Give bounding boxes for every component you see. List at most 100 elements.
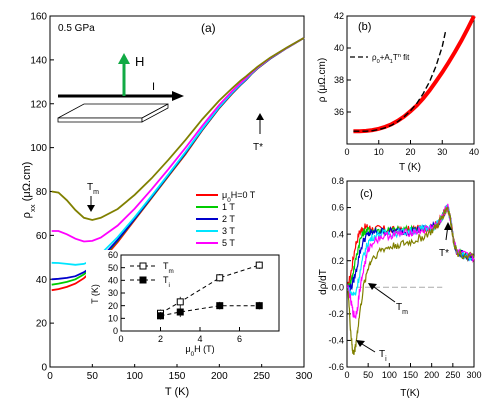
y-tick-label: 20: [36, 319, 48, 330]
y-tick-label: 0: [113, 326, 118, 336]
y-tick-label: -0.6: [328, 362, 344, 372]
y-axis-label-b: ρ (μΩ.cm): [317, 58, 328, 102]
y-tick-label: 120: [30, 99, 47, 110]
inset-y-label: T (K): [90, 284, 100, 304]
tm-label: Tm: [87, 182, 99, 196]
y-tick-label: 0.4: [331, 229, 344, 239]
x-tick-label: 6: [237, 334, 242, 344]
inset-marker-1: [176, 308, 184, 316]
plot-frame: [346, 15, 475, 145]
y-tick-label: 36: [334, 107, 344, 117]
series-line-data: [353, 15, 476, 134]
sample-slab-front: [57, 117, 143, 123]
panel-c: 0 50 100 150 200 250 300 -0.6 -0.4 -0.2 0.0 0.2 0.4 0…: [318, 176, 482, 399]
x-tick-label: 20: [405, 147, 415, 157]
panel-label-c: (c): [360, 188, 373, 200]
panel-b: 0 10 20 30 40 36 38 40 42 T (K) ρ (μΩ.cm) (b) ρ0+A1T…: [317, 11, 479, 173]
y-tick-label: 100: [30, 143, 47, 154]
y-tick-label: 20: [108, 301, 118, 311]
y-tick-label: 40: [108, 275, 118, 285]
series-line-c-5-T: [347, 203, 475, 319]
inset-marker-0: [176, 298, 184, 306]
panel-label-b: (b): [358, 21, 371, 33]
x-axis-label-c: T(K): [400, 388, 419, 399]
x-tick-label: 0: [344, 147, 349, 157]
inset-x-label: μ0H (T): [185, 344, 214, 358]
y-tick-label: 10: [108, 313, 118, 323]
y-tick-label: 0.6: [331, 203, 344, 213]
legend-label-0: μ0H=0 T: [222, 190, 256, 204]
x-tick-label: 200: [424, 370, 439, 380]
field-arrow-head: [118, 53, 130, 64]
tstar-label: T*: [253, 142, 263, 153]
y-tick-label: 30: [108, 288, 118, 298]
sample-slab-side: [141, 103, 169, 123]
x-tick-label: 300: [466, 370, 481, 380]
x-tick-label: 0: [47, 371, 53, 382]
x-tick-label: 50: [87, 371, 99, 382]
y-tick-label: -0.2: [328, 309, 344, 319]
fit-legend-label: ρ0+A1Tn fit: [372, 53, 410, 65]
inset-line-0: [160, 264, 260, 314]
y-tick-label: 40: [36, 275, 48, 286]
y-tick-label: 40: [334, 43, 344, 53]
x-tick-label: 200: [211, 371, 228, 382]
x-tick-label: 100: [382, 370, 397, 380]
y-tick-label: 80: [36, 187, 48, 198]
ti-c-label: Ti: [379, 349, 387, 363]
tstar-c-arrow-head: [444, 222, 452, 230]
x-tick-label: 300: [296, 371, 313, 382]
y-tick-label: 160: [30, 12, 47, 23]
x-tick-label: 30: [437, 147, 447, 157]
tstar-c-label: T*: [439, 248, 449, 259]
tm-arrow-head: [87, 205, 95, 212]
current-arrow-head: [172, 91, 184, 101]
pressure-label: 0.5 GPa: [58, 23, 95, 34]
y-tick-label: -0.4: [328, 336, 344, 346]
tstar-arrow-head: [256, 113, 264, 120]
legend-label-3: 3 T: [222, 226, 235, 236]
x-tick-label: 250: [253, 371, 270, 382]
x-tick-label: 150: [169, 371, 186, 382]
y-tick-label: 42: [334, 11, 344, 21]
ti-c-arrow-line: [361, 343, 376, 353]
legend-label-1: 1 T: [222, 202, 235, 212]
inset-marker-1: [157, 312, 164, 320]
y-tick-label: 0.2: [331, 256, 344, 266]
inset-legend-marker-1: [139, 276, 147, 284]
legend-label-2: 2 T: [222, 214, 235, 224]
x-tick-label: 4: [197, 334, 202, 344]
inset-legend-label-0: Tm: [163, 261, 174, 275]
legend-label-4: 5 T: [222, 238, 235, 248]
inset-legend-label-1: Ti: [163, 275, 170, 289]
y-tick-label: 50: [108, 263, 118, 273]
y-axis-label: ρxx (μΩ.cm): [21, 162, 37, 219]
series-line-7-T: [51, 37, 305, 221]
x-tick-label: 2: [158, 334, 163, 344]
series-line-c-7-T: [347, 205, 475, 355]
y-axis-label-c: dρ/dT: [318, 269, 329, 295]
x-tick-label: 50: [363, 370, 373, 380]
current-label: I: [152, 81, 155, 93]
ti-c-arrow-head: [356, 340, 365, 347]
field-label: H: [135, 54, 144, 69]
y-tick-label: 60: [108, 250, 118, 260]
series-line-fit: [353, 31, 447, 132]
y-tick-label: 38: [334, 75, 344, 85]
x-axis-label: T (K): [165, 386, 189, 398]
inset-line-1: [160, 305, 260, 317]
x-tick-label: 40: [469, 147, 479, 157]
x-axis-label-b: T (K): [399, 162, 421, 173]
y-tick-label: 0.0: [331, 282, 344, 292]
x-tick-label: 150: [403, 370, 418, 380]
series-line-5-T: [51, 37, 305, 243]
y-tick-label: 0.8: [331, 176, 344, 186]
y-tick-label: 0: [41, 363, 47, 374]
x-tick-label: 0: [344, 370, 349, 380]
inset-marker-0: [255, 261, 263, 269]
tm-c-arrow-head: [368, 283, 377, 290]
y-tick-label: 140: [30, 55, 47, 66]
inset-marker-0: [216, 274, 224, 282]
